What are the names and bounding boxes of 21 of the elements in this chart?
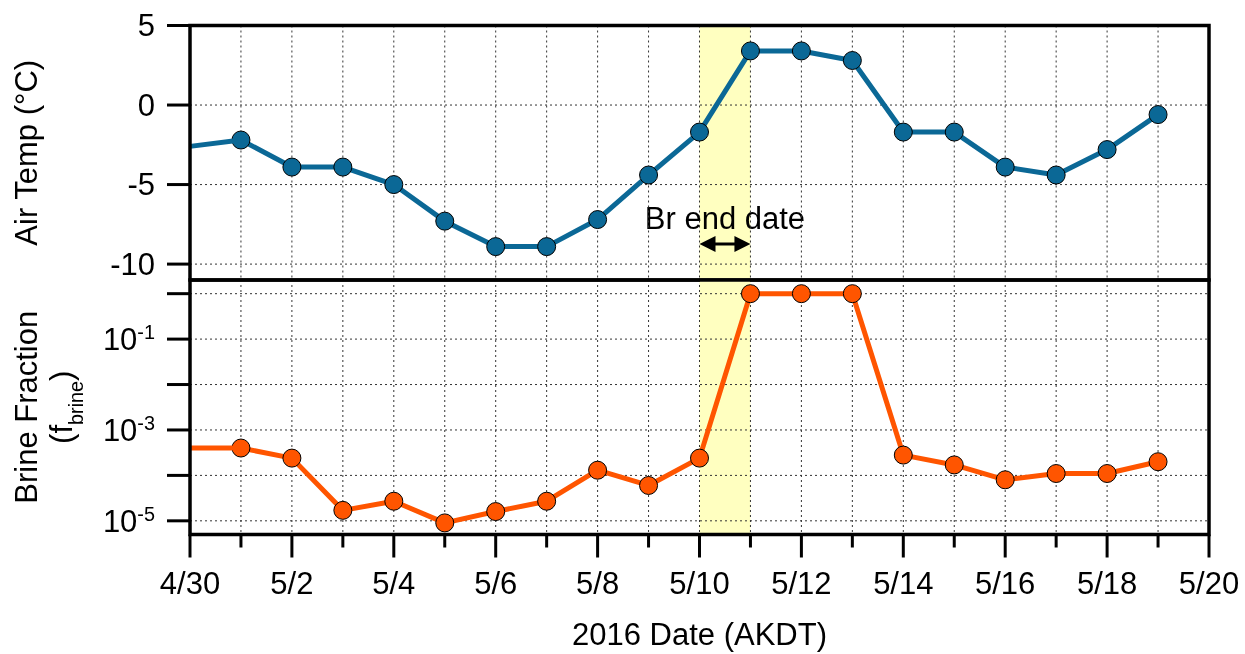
- x-tick-label: 4/30: [159, 565, 221, 601]
- x-tick-label: 5/12: [771, 565, 832, 601]
- y-tick-label: 0: [137, 87, 155, 123]
- x-tick-label: 5/10: [669, 565, 730, 601]
- x-tick-label: 5/14: [873, 565, 934, 601]
- y-tick-label: 5: [137, 8, 155, 44]
- x-tick-label: 5/6: [474, 565, 518, 601]
- x-tick-label: 5/20: [1178, 565, 1240, 601]
- y-axis-title: Air Temp (°C): [8, 59, 44, 246]
- x-tick-label: 5/8: [576, 565, 620, 601]
- y-tick-label: 10$^{-3}$: [102, 411, 155, 448]
- x-tick-label: 5/16: [975, 565, 1036, 601]
- y-tick-label: 10$^{-1}$: [102, 320, 155, 357]
- x-tick-label: 5/2: [270, 565, 314, 601]
- y-tick-label: -5: [127, 167, 155, 203]
- x-tick-label: 5/4: [372, 565, 416, 601]
- x-axis-title: 2016 Date (AKDT): [572, 616, 827, 652]
- y-tick-label: 10$^{-5}$: [102, 502, 155, 539]
- band-label: Br end date: [644, 201, 806, 236]
- x-tick-label: 5/18: [1076, 565, 1138, 601]
- y-tick-label: -10: [110, 246, 155, 282]
